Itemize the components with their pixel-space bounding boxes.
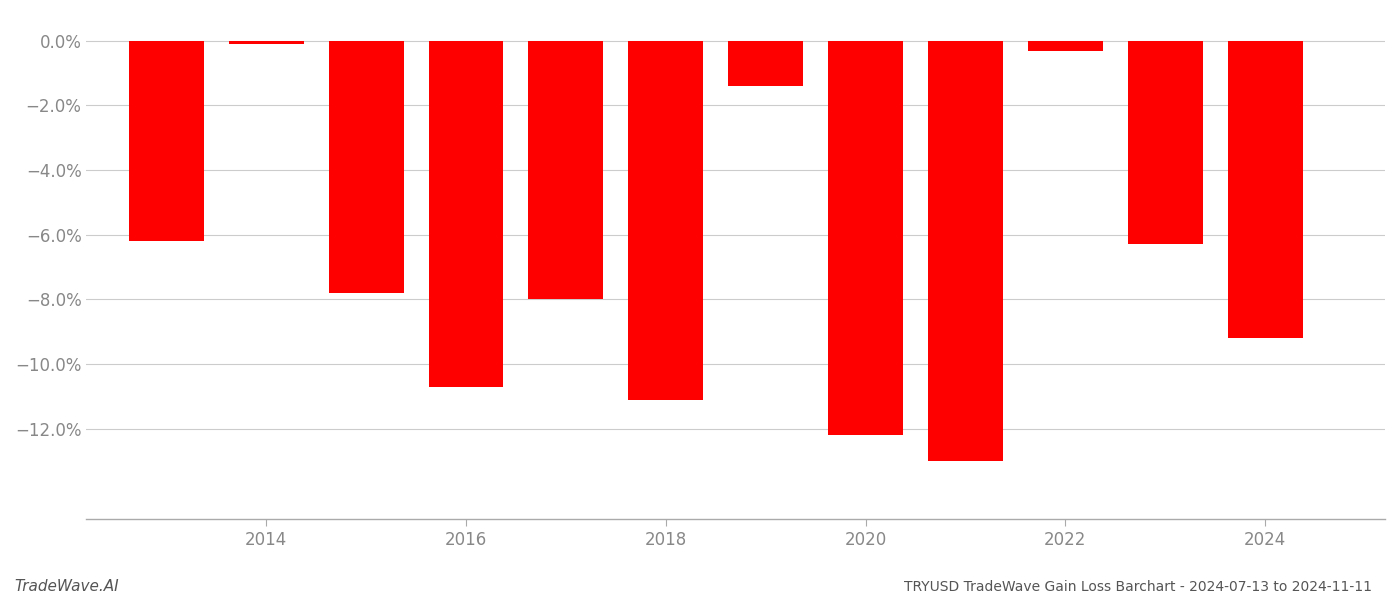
- Bar: [1228, 41, 1302, 338]
- Bar: [827, 41, 903, 435]
- Bar: [629, 41, 703, 400]
- Text: TradeWave.AI: TradeWave.AI: [14, 579, 119, 594]
- Bar: [728, 41, 804, 86]
- Bar: [228, 41, 304, 44]
- Bar: [528, 41, 603, 299]
- Text: TRYUSD TradeWave Gain Loss Barchart - 2024-07-13 to 2024-11-11: TRYUSD TradeWave Gain Loss Barchart - 20…: [904, 580, 1372, 594]
- Bar: [129, 41, 204, 241]
- Bar: [428, 41, 504, 386]
- Bar: [928, 41, 1002, 461]
- Bar: [329, 41, 403, 293]
- Bar: [1128, 41, 1203, 244]
- Bar: [1028, 41, 1103, 50]
